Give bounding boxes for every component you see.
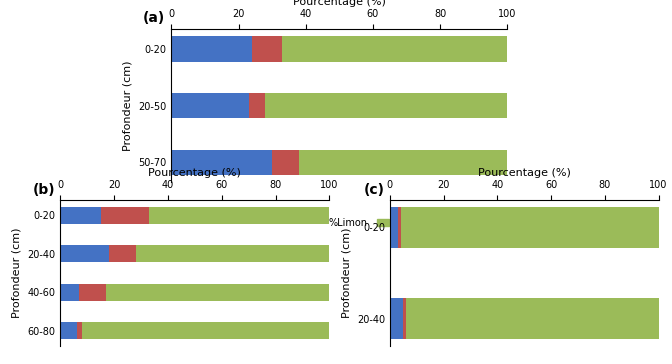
Text: (c): (c) — [364, 183, 384, 197]
Bar — [60, 322, 77, 339]
Bar — [401, 207, 659, 248]
Bar — [82, 322, 329, 339]
Bar — [171, 150, 272, 175]
Bar — [77, 322, 82, 339]
Bar — [171, 93, 249, 118]
Bar — [79, 284, 106, 301]
Y-axis label: Profondeur (cm): Profondeur (cm) — [12, 228, 22, 318]
Bar — [136, 245, 329, 262]
Text: (a): (a) — [142, 11, 165, 25]
Legend: %Argile, %Limon, %Sable: %Argile, %Limon, %Sable — [246, 214, 433, 232]
Bar — [109, 245, 136, 262]
Bar — [403, 298, 406, 339]
Bar — [149, 207, 329, 224]
Bar — [390, 207, 398, 248]
X-axis label: Pourcentage (%): Pourcentage (%) — [149, 168, 241, 178]
Bar — [390, 298, 403, 339]
Bar — [299, 150, 507, 175]
Bar — [171, 36, 252, 62]
Bar — [398, 207, 401, 248]
Bar — [249, 93, 265, 118]
Bar — [106, 284, 329, 301]
X-axis label: Pourcentage (%): Pourcentage (%) — [478, 168, 571, 178]
Bar — [406, 298, 659, 339]
Bar — [60, 245, 109, 262]
Bar — [60, 207, 101, 224]
Text: (b): (b) — [32, 183, 55, 197]
Y-axis label: Profondeur (cm): Profondeur (cm) — [123, 60, 132, 151]
Bar — [101, 207, 149, 224]
Bar — [60, 284, 79, 301]
Bar — [282, 36, 507, 62]
Bar — [265, 93, 507, 118]
Bar — [252, 36, 282, 62]
X-axis label: Pourcentage (%): Pourcentage (%) — [293, 0, 386, 7]
Bar — [272, 150, 299, 175]
Y-axis label: Profondeur (cm): Profondeur (cm) — [341, 228, 351, 318]
